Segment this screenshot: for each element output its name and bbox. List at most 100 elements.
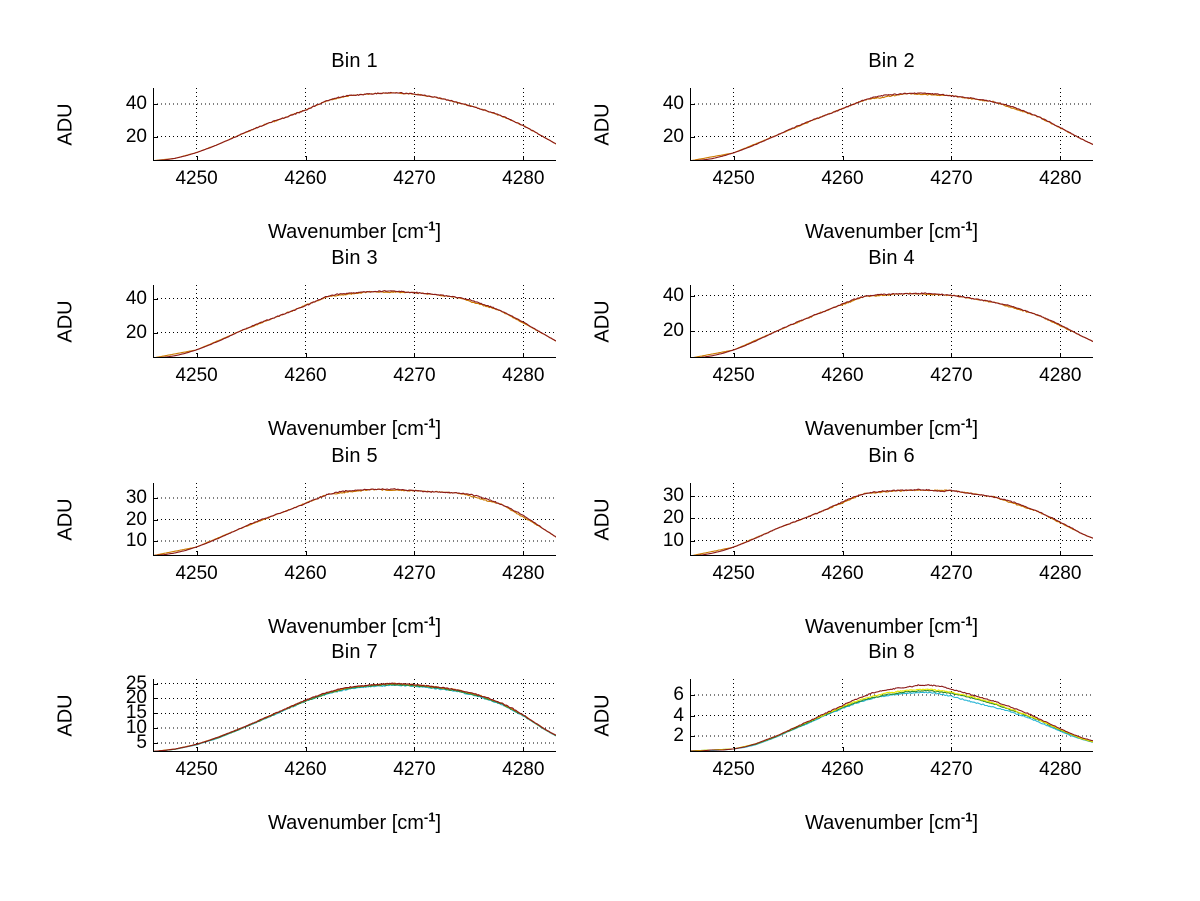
y-tick-mark xyxy=(153,332,158,334)
x-tick-mark xyxy=(414,747,416,752)
plot-surface xyxy=(153,483,556,556)
x-axis-label-tail: ] xyxy=(972,616,979,638)
spectrum-trace xyxy=(153,682,556,752)
axis-bottom-spine xyxy=(690,751,1093,752)
y-tick-label: 5 xyxy=(136,732,147,754)
y-tick-mark xyxy=(153,519,158,521)
spectrum-trace xyxy=(690,292,1093,358)
x-axis-label-exponent: -1 xyxy=(960,809,973,825)
plot-axes xyxy=(690,679,1093,752)
y-tick-label: 40 xyxy=(125,93,147,115)
x-tick-label: 4280 xyxy=(1039,759,1082,780)
x-tick-mark xyxy=(1060,353,1062,358)
y-tick-mark xyxy=(690,518,695,520)
x-tick-mark xyxy=(842,551,844,556)
x-tick-label: 4280 xyxy=(1039,168,1082,189)
y-tick-label: 10 xyxy=(125,530,147,551)
subplot-panel: Bin 7 5 10 15 20 25 ADU 4250 4260 4270 4280 Wavenum… xyxy=(33,641,596,834)
x-axis-label: Wavenumber [cm-1] xyxy=(153,809,556,835)
x-tick-mark xyxy=(414,156,416,161)
plot-axes xyxy=(153,285,556,358)
y-axis-label: ADU xyxy=(54,299,77,343)
plot-surface xyxy=(690,88,1093,161)
x-axis-label: Wavenumber [cm-1] xyxy=(153,613,556,639)
x-tick-label: 4270 xyxy=(930,563,973,584)
x-axis-label-tail: ] xyxy=(972,418,979,440)
x-tick-mark xyxy=(1060,156,1062,161)
x-axis-label-exponent: -1 xyxy=(423,613,436,629)
x-tick-mark xyxy=(196,353,198,358)
axis-bottom-spine xyxy=(153,357,556,358)
y-tick-label: 20 xyxy=(125,687,147,709)
x-tick-label: 4270 xyxy=(393,759,436,780)
x-tick-mark xyxy=(733,156,735,161)
subplot-panel: Bin 6 10 20 30 ADU 4250 4260 4270 4280 Wavenumber… xyxy=(570,445,1133,638)
x-tick-label: 4280 xyxy=(502,365,545,386)
subplot-panel: Bin 2 20 40 ADU 4250 4260 4270 4280 Wavenumber [… xyxy=(570,50,1133,243)
x-tick-label: 4280 xyxy=(1039,563,1082,584)
y-tick-label: 20 xyxy=(662,507,684,529)
axis-left-spine xyxy=(690,483,691,556)
x-axis-label-main: Wavenumber [cm xyxy=(267,418,424,440)
spectrum-trace xyxy=(153,682,556,752)
axis-left-spine xyxy=(690,88,691,161)
spectrum-trace xyxy=(153,684,556,752)
x-axis-label-exponent: -1 xyxy=(960,218,973,234)
axis-left-spine xyxy=(153,679,154,752)
x-axis-label: Wavenumber [cm-1] xyxy=(690,416,1093,441)
x-tick-label: 4260 xyxy=(821,563,864,584)
x-tick-mark xyxy=(733,353,735,358)
spectrum-trace xyxy=(153,290,556,358)
x-tick-mark xyxy=(733,551,735,556)
x-tick-label: 4270 xyxy=(930,168,973,189)
x-tick-mark xyxy=(523,156,525,161)
x-tick-label: 4270 xyxy=(930,759,973,780)
axis-bottom-spine xyxy=(690,555,1093,556)
y-axis-label: ADU xyxy=(591,299,614,343)
y-tick-label: 20 xyxy=(125,321,147,343)
y-tick-mark xyxy=(153,743,158,745)
plot-surface xyxy=(153,679,556,752)
axis-bottom-spine xyxy=(153,160,556,161)
x-tick-label: 4260 xyxy=(821,759,864,780)
x-tick-label: 4250 xyxy=(175,365,218,386)
y-tick-label: 10 xyxy=(125,717,147,739)
y-tick-mark xyxy=(153,728,158,730)
plot-axes xyxy=(153,88,556,161)
x-tick-mark xyxy=(305,747,307,752)
y-tick-mark xyxy=(690,540,695,542)
x-tick-mark xyxy=(414,353,416,358)
y-tick-label: 40 xyxy=(662,93,684,115)
y-axis-label: ADU xyxy=(591,497,614,541)
x-tick-label: 4270 xyxy=(393,365,436,386)
x-tick-label: 4250 xyxy=(175,563,218,584)
y-tick-label: 20 xyxy=(125,125,147,147)
x-tick-mark xyxy=(951,156,953,161)
plot-axes xyxy=(690,88,1093,161)
plot-surface xyxy=(690,285,1093,358)
x-tick-label: 4270 xyxy=(393,563,436,584)
x-axis-label-exponent: -1 xyxy=(960,613,973,629)
axis-left-spine xyxy=(153,88,154,161)
x-tick-mark xyxy=(1060,747,1062,752)
y-tick-mark xyxy=(690,496,695,498)
x-axis-label-main: Wavenumber [cm xyxy=(267,616,424,638)
x-axis-label-tail: ] xyxy=(435,812,442,834)
x-tick-mark xyxy=(196,156,198,161)
x-tick-label: 4280 xyxy=(502,759,545,780)
x-axis-label: Wavenumber [cm-1] xyxy=(690,218,1093,244)
x-tick-label: 4250 xyxy=(712,759,755,780)
axis-bottom-spine xyxy=(153,751,556,752)
y-tick-label: 20 xyxy=(662,320,684,342)
spectrum-trace xyxy=(690,489,1093,556)
x-tick-label: 4280 xyxy=(502,168,545,189)
subplot-panel: Bin 1 20 40 ADU 4250 4260 4270 4280 Wavenumber [… xyxy=(33,50,596,243)
x-axis-label-tail: ] xyxy=(435,418,442,440)
x-tick-label: 4280 xyxy=(1039,365,1082,386)
x-tick-mark xyxy=(951,747,953,752)
x-axis-label-exponent: -1 xyxy=(423,809,436,825)
y-tick-label: 30 xyxy=(662,485,684,507)
spectrum-trace xyxy=(153,290,556,358)
panel-title: Bin 7 xyxy=(331,641,378,663)
